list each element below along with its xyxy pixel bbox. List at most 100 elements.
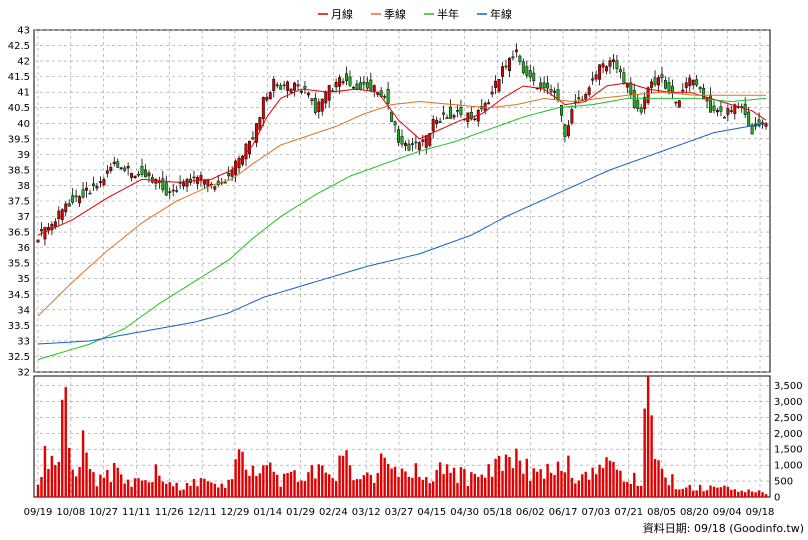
volume-bar bbox=[487, 464, 490, 497]
candlestick bbox=[279, 82, 283, 90]
candle-body-down bbox=[757, 119, 761, 126]
volume-bar bbox=[341, 455, 345, 497]
candle-body-up bbox=[612, 59, 615, 63]
candlestick bbox=[320, 98, 324, 116]
candle-body-up bbox=[43, 227, 47, 240]
candle-body-down bbox=[459, 107, 463, 115]
volume-bar bbox=[747, 489, 750, 497]
volume-bar bbox=[726, 486, 730, 497]
volume-bar bbox=[473, 473, 477, 497]
candle-body-up bbox=[691, 79, 695, 86]
candle-body-up bbox=[320, 98, 324, 112]
candle-body-up bbox=[109, 166, 113, 171]
legend-item: 半年 bbox=[424, 7, 459, 21]
candle-body-down bbox=[729, 110, 733, 112]
price-y-tick-label: 34.5 bbox=[8, 290, 30, 301]
volume-y-tick-label: 1,500 bbox=[774, 445, 803, 456]
candle-body-down bbox=[303, 86, 307, 89]
volume-bar bbox=[404, 471, 407, 497]
candle-body-up bbox=[764, 123, 768, 127]
volume-bar bbox=[425, 477, 428, 497]
candle-body-down bbox=[358, 82, 362, 90]
candle-body-up bbox=[171, 189, 175, 192]
price-panel: 32 32.5 33 33.5 34 34.5 35 35.5 36 36.5 37 37.5 38 38… bbox=[8, 26, 771, 379]
volume-bar bbox=[761, 492, 764, 497]
volume-bar bbox=[539, 469, 542, 497]
candlestick bbox=[691, 79, 695, 90]
volume-bar bbox=[390, 468, 393, 497]
volume-bar bbox=[362, 475, 366, 497]
candlestick bbox=[164, 175, 168, 197]
volume-bar bbox=[244, 469, 248, 497]
candle-body-down bbox=[695, 79, 699, 86]
candlestick bbox=[310, 98, 314, 106]
candlestick bbox=[542, 76, 546, 93]
volume-bar bbox=[40, 476, 43, 497]
x-tick-label: 10/08 bbox=[56, 507, 85, 518]
candle-body-up bbox=[275, 84, 279, 87]
volume-bar bbox=[667, 485, 671, 497]
volume-bar bbox=[251, 465, 255, 497]
price-y-tick-label: 35 bbox=[17, 274, 30, 285]
volume-bar bbox=[691, 490, 695, 497]
candlestick bbox=[275, 82, 279, 89]
candle-body-up bbox=[650, 81, 654, 88]
candle-body-up bbox=[657, 77, 660, 86]
volume-bar bbox=[286, 472, 289, 497]
candlestick bbox=[185, 177, 189, 193]
volume-bar bbox=[636, 485, 639, 497]
candle-body-up bbox=[587, 87, 591, 95]
candlestick bbox=[712, 101, 716, 114]
candlestick bbox=[657, 74, 660, 93]
candlestick bbox=[400, 129, 404, 148]
volume-bar bbox=[674, 489, 678, 497]
volume-bar bbox=[529, 480, 532, 497]
candle-body-down bbox=[629, 82, 633, 95]
volume-bar bbox=[532, 468, 535, 497]
candlestick bbox=[116, 158, 120, 168]
candlestick bbox=[81, 181, 85, 200]
candle-body-up bbox=[404, 143, 407, 146]
candle-body-down bbox=[369, 79, 373, 91]
volume-bar bbox=[189, 485, 192, 497]
x-tick-label: 07/03 bbox=[581, 507, 610, 518]
price-y-tick-label: 36.5 bbox=[8, 228, 30, 239]
candlestick bbox=[64, 201, 68, 217]
candlestick bbox=[147, 170, 151, 183]
candle-body-up bbox=[677, 100, 681, 108]
candle-body-up bbox=[126, 165, 130, 169]
price-y-tick-label: 36 bbox=[17, 243, 30, 254]
candle-body-down bbox=[456, 110, 459, 112]
candlestick bbox=[431, 115, 435, 139]
candle-body-down bbox=[521, 61, 525, 73]
price-y-tick-label: 41 bbox=[17, 88, 30, 99]
candlestick bbox=[563, 123, 567, 143]
volume-bar bbox=[168, 482, 171, 497]
candle-body-down bbox=[667, 82, 671, 92]
candlestick bbox=[702, 83, 706, 100]
candle-body-down bbox=[223, 181, 227, 184]
candlestick bbox=[442, 105, 446, 120]
volume-bar bbox=[376, 472, 379, 497]
candle-body-up bbox=[147, 172, 151, 177]
volume-bar bbox=[185, 482, 189, 497]
candlestick bbox=[521, 58, 525, 75]
candlestick bbox=[372, 84, 376, 98]
candlestick bbox=[459, 99, 463, 118]
volume-bar bbox=[95, 486, 99, 497]
candlestick bbox=[92, 176, 95, 191]
volume-bar bbox=[705, 490, 709, 497]
candlestick bbox=[261, 96, 265, 127]
legend-label: 半年 bbox=[437, 7, 459, 21]
candle-body-up bbox=[57, 210, 61, 219]
candle-body-up bbox=[681, 89, 685, 92]
volume-bar bbox=[293, 470, 296, 497]
candle-body-up bbox=[36, 239, 40, 243]
candlestick bbox=[410, 137, 414, 152]
candle-body-down bbox=[615, 60, 619, 69]
candle-body-up bbox=[102, 179, 106, 186]
candlestick bbox=[213, 185, 217, 193]
volume-bar bbox=[265, 465, 269, 497]
candlestick bbox=[636, 94, 640, 112]
